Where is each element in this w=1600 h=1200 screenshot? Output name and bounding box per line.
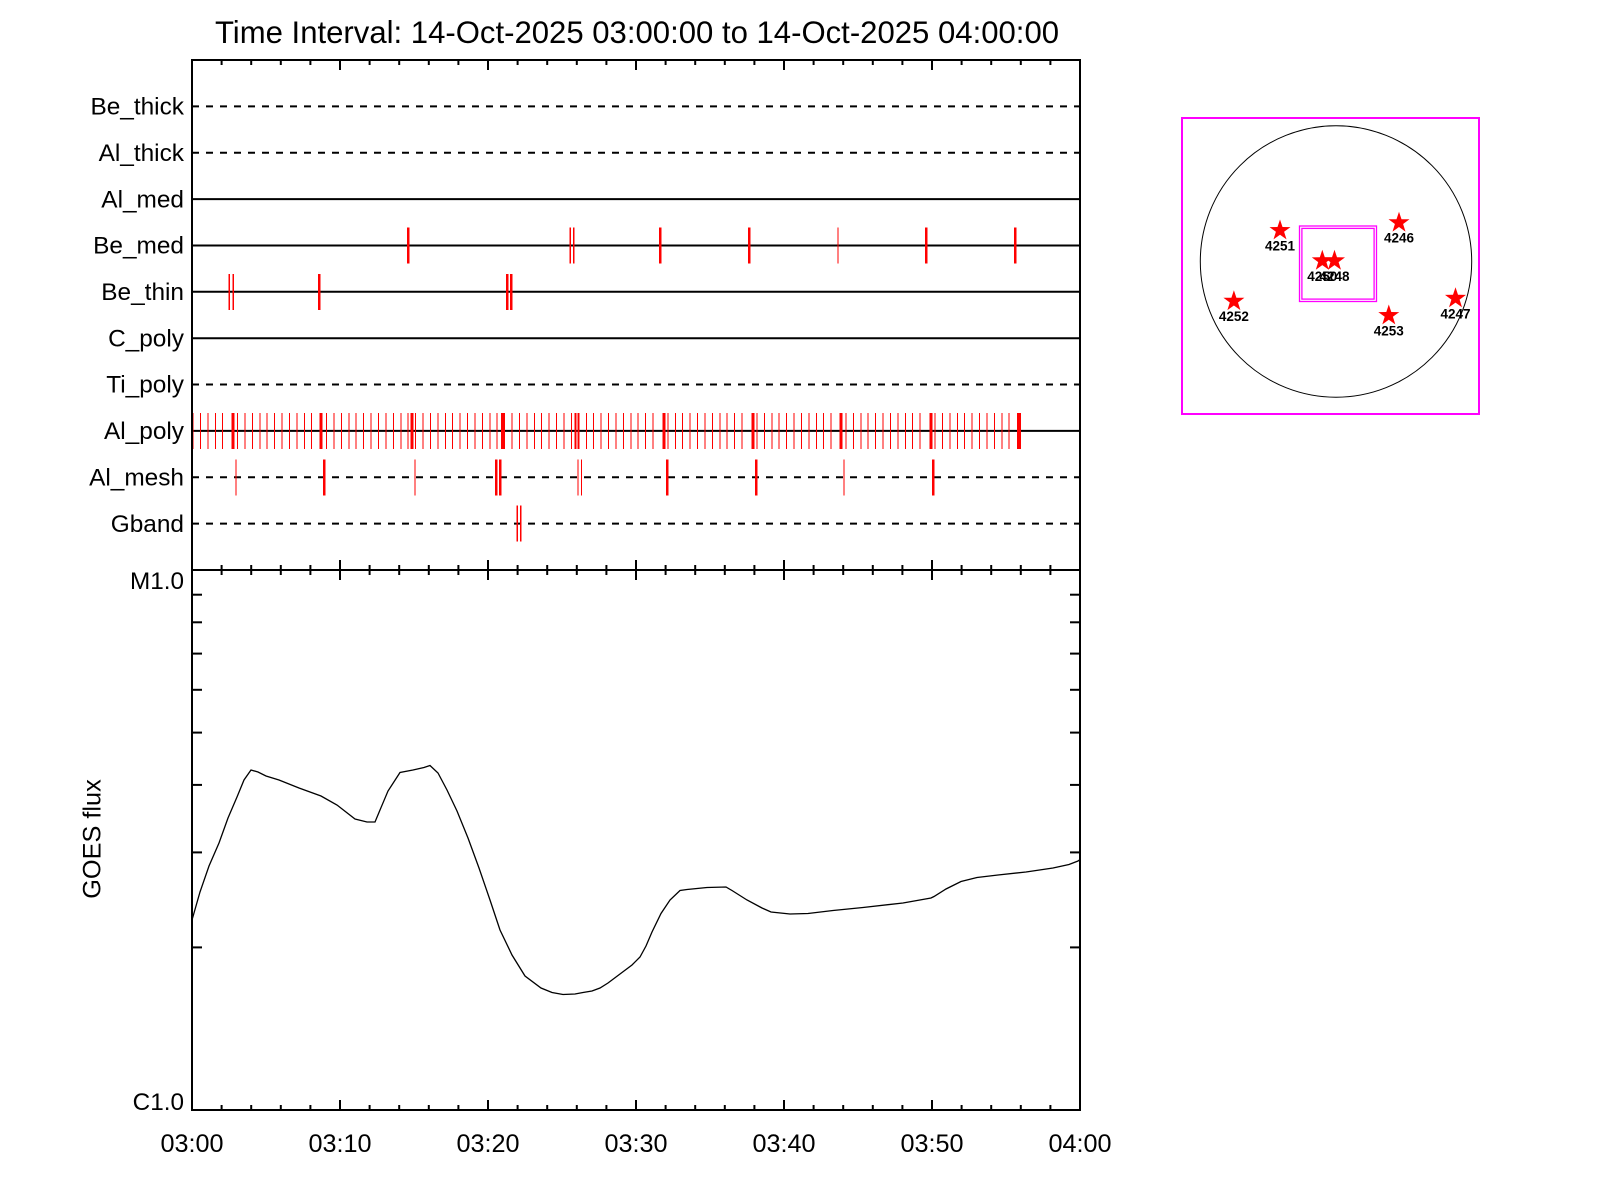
svg-text:03:50: 03:50 xyxy=(900,1130,963,1158)
svg-text:4247: 4247 xyxy=(1440,306,1470,321)
svg-text:4246: 4246 xyxy=(1384,231,1415,246)
svg-text:Time Interval: 14-Oct-2025 03:: Time Interval: 14-Oct-2025 03:00:00 to 1… xyxy=(215,15,1059,50)
svg-text:4253: 4253 xyxy=(1374,324,1405,339)
svg-text:03:00: 03:00 xyxy=(160,1130,223,1158)
svg-text:03:20: 03:20 xyxy=(456,1130,519,1158)
svg-text:03:10: 03:10 xyxy=(308,1130,371,1158)
svg-text:4248: 4248 xyxy=(1319,269,1350,284)
svg-text:4250: 4250 xyxy=(1307,269,1337,284)
svg-text:4251: 4251 xyxy=(1265,239,1296,254)
svg-text:Ti_poly: Ti_poly xyxy=(106,372,185,399)
svg-text:Al_med: Al_med xyxy=(101,186,184,213)
svg-text:Al_thick: Al_thick xyxy=(99,140,185,167)
svg-text:Al_poly: Al_poly xyxy=(104,418,185,445)
svg-text:C_poly: C_poly xyxy=(108,325,185,352)
svg-text:Al_mesh: Al_mesh xyxy=(89,465,184,492)
svg-text:4252: 4252 xyxy=(1219,309,1249,324)
svg-text:C1.0: C1.0 xyxy=(133,1089,184,1116)
svg-text:04:00: 04:00 xyxy=(1048,1130,1111,1158)
svg-text:03:40: 03:40 xyxy=(752,1130,815,1158)
svg-text:Be_thin: Be_thin xyxy=(101,279,184,306)
svg-text:03:30: 03:30 xyxy=(604,1130,667,1158)
svg-text:M1.0: M1.0 xyxy=(130,568,184,595)
svg-text:Gband: Gband xyxy=(111,511,184,538)
svg-text:GOES flux: GOES flux xyxy=(79,779,107,899)
svg-text:Be_med: Be_med xyxy=(93,233,184,260)
svg-text:Be_thick: Be_thick xyxy=(90,94,184,121)
